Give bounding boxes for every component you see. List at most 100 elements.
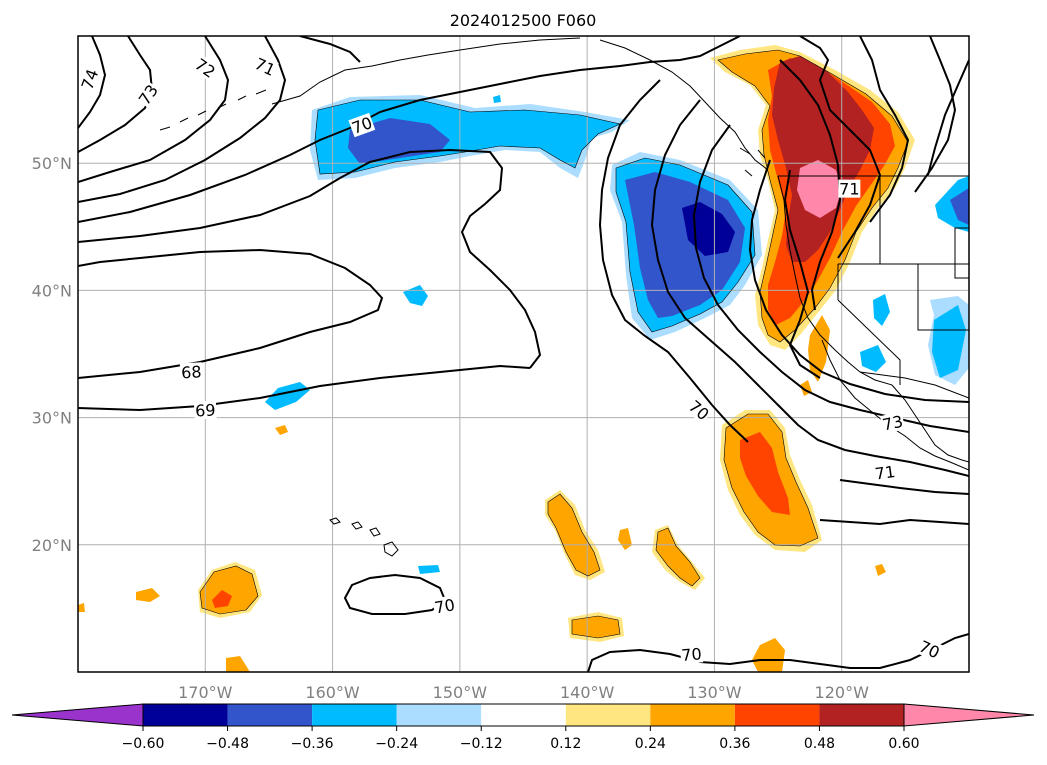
contour-label-halo-10	[432, 595, 457, 617]
contour-label-9: 71	[874, 462, 897, 484]
contour-label-group-8: 73	[879, 411, 906, 435]
fill-pos-blob-3	[656, 528, 700, 586]
contour-68	[78, 248, 384, 379]
contour-label-halo-9	[872, 461, 898, 483]
colorbar-extend-min	[11, 703, 144, 727]
contour-70-pacific	[598, 79, 749, 443]
contour-label-group-13: 71	[838, 179, 861, 199]
contour-east-1	[783, 169, 821, 379]
fill-pos-blob-8	[226, 656, 250, 672]
outline-pos-blob-6	[571, 615, 621, 639]
colorbar-bin-5	[565, 704, 651, 726]
contour-east-5	[914, 36, 957, 193]
border-states-2	[837, 264, 969, 385]
fill-pos-blob-9	[875, 564, 886, 576]
colorbar-bin-8	[819, 704, 904, 726]
contour-label-halo-7	[684, 396, 714, 424]
contour-label-11: 70	[681, 644, 703, 665]
lon-tick-label-5: 120°W	[815, 683, 870, 702]
coastline-hawaii-2	[351, 521, 363, 530]
fill-pos-blob-4-core	[212, 590, 232, 608]
contour-label-halo-13	[838, 179, 861, 198]
fill-pos-blob-11	[78, 603, 85, 612]
lon-tick-label-3: 140°W	[560, 683, 615, 702]
colorbar-frame	[142, 703, 905, 727]
fill-pos-subtropic-mid	[740, 432, 790, 515]
contour-label-halo-12	[915, 636, 944, 662]
colorbar-tick-label-1: −0.48	[206, 736, 249, 752]
contour-label-group-6: 69	[193, 400, 217, 420]
contour-east-3	[799, 36, 882, 259]
fill-neg-offshore-mid	[625, 172, 745, 318]
outline-neg-north-pacific	[314, 99, 621, 175]
lat-tick-label-2: 40°N	[32, 281, 72, 300]
colorbar-tick-label-3: −0.24	[375, 736, 418, 752]
coastline-hawaii-3	[369, 527, 381, 537]
fill-neg-blob-4	[860, 345, 886, 372]
outline-pos-blob-4	[199, 565, 259, 615]
contour-72	[692, 124, 969, 433]
colorbar-bin-0	[143, 704, 228, 726]
latitude-tick-labels: 20°N 30°N 40°N 50°N	[32, 154, 72, 555]
outline-pos-blob-1	[547, 493, 601, 577]
fill-neg-blob-10	[493, 95, 501, 103]
map-gridlines	[78, 36, 969, 672]
lat-tick-label-0: 20°N	[32, 536, 72, 555]
coastline-hawaii-1	[329, 517, 341, 525]
map-frame	[77, 35, 970, 673]
coastline-islands-pnw	[739, 147, 766, 177]
contour-70-hawaii	[343, 573, 447, 615]
colorbar-bin-4	[481, 704, 566, 726]
lon-tick-label-2: 150°W	[433, 683, 488, 702]
contour-70-top-b	[619, 36, 741, 67]
contour-label-halo-1	[134, 80, 162, 109]
fill-pos-blob-6	[572, 616, 620, 638]
fill-neg-blob-8	[950, 188, 969, 225]
fill-neg-blob-2	[265, 382, 310, 410]
contour-label-group-5: 68	[179, 362, 203, 382]
lat-tick-label-3: 50°N	[32, 154, 72, 173]
contour-69-north	[78, 148, 542, 369]
colorbar-tick-label-0: −0.60	[122, 736, 165, 752]
contour-label-halo-3	[251, 53, 279, 80]
outline-neg-offshore	[615, 157, 756, 333]
outline-pos-west-coast	[717, 49, 909, 343]
colorbar-tick-label-2: −0.36	[291, 736, 334, 752]
contour-label-halo-2	[191, 54, 220, 82]
fill-neg-blob-9	[418, 565, 440, 574]
contour-label-10: 70	[433, 595, 456, 617]
fill-pos-blob-5	[136, 588, 160, 602]
contour-label-group-10: 70	[432, 595, 457, 617]
fill-neg-blob-3	[873, 294, 890, 326]
colorbar-bin-1	[227, 704, 313, 726]
outline-pos-blob-3	[655, 527, 701, 587]
contour-east-6	[927, 59, 969, 176]
contour-label-halo-11	[679, 644, 704, 665]
lon-tick-label-0: 170°W	[178, 683, 233, 702]
colorbar-tick-label-5: 0.12	[550, 736, 581, 752]
contour-71-a	[78, 36, 287, 203]
fill-pos-blob-10	[275, 425, 288, 435]
colorbar-bin-7	[734, 704, 820, 726]
colorbar: −0.60 −0.48 −0.36 −0.24 −0.12 0.12 0.24 0.36 0.4…	[11, 703, 1035, 752]
border-us-mexico	[859, 371, 969, 399]
contour-71	[650, 99, 969, 477]
lon-tick-label-1: 160°W	[305, 683, 360, 702]
colorbar-tick-label-6: 0.24	[635, 736, 666, 752]
border-states-1	[837, 176, 969, 300]
coastline-aleutians	[159, 89, 267, 131]
colorbar-bin-3	[396, 704, 482, 726]
map-title: 2024012500 F060	[450, 11, 597, 30]
contour-south-east	[819, 518, 969, 526]
colorbar-tick-label-4: −0.12	[460, 736, 503, 752]
contour-label-8: 73	[881, 412, 905, 435]
lon-tick-label-4: 130°W	[687, 683, 742, 702]
contour-74	[78, 36, 107, 129]
contour-69-south	[78, 364, 531, 412]
fill-pos-blob-7	[752, 638, 785, 672]
lat-tick-label-1: 30°N	[32, 409, 72, 428]
contour-east-4	[859, 36, 910, 223]
shading-outline	[199, 49, 909, 639]
outline-pos-subtropic	[723, 413, 819, 547]
